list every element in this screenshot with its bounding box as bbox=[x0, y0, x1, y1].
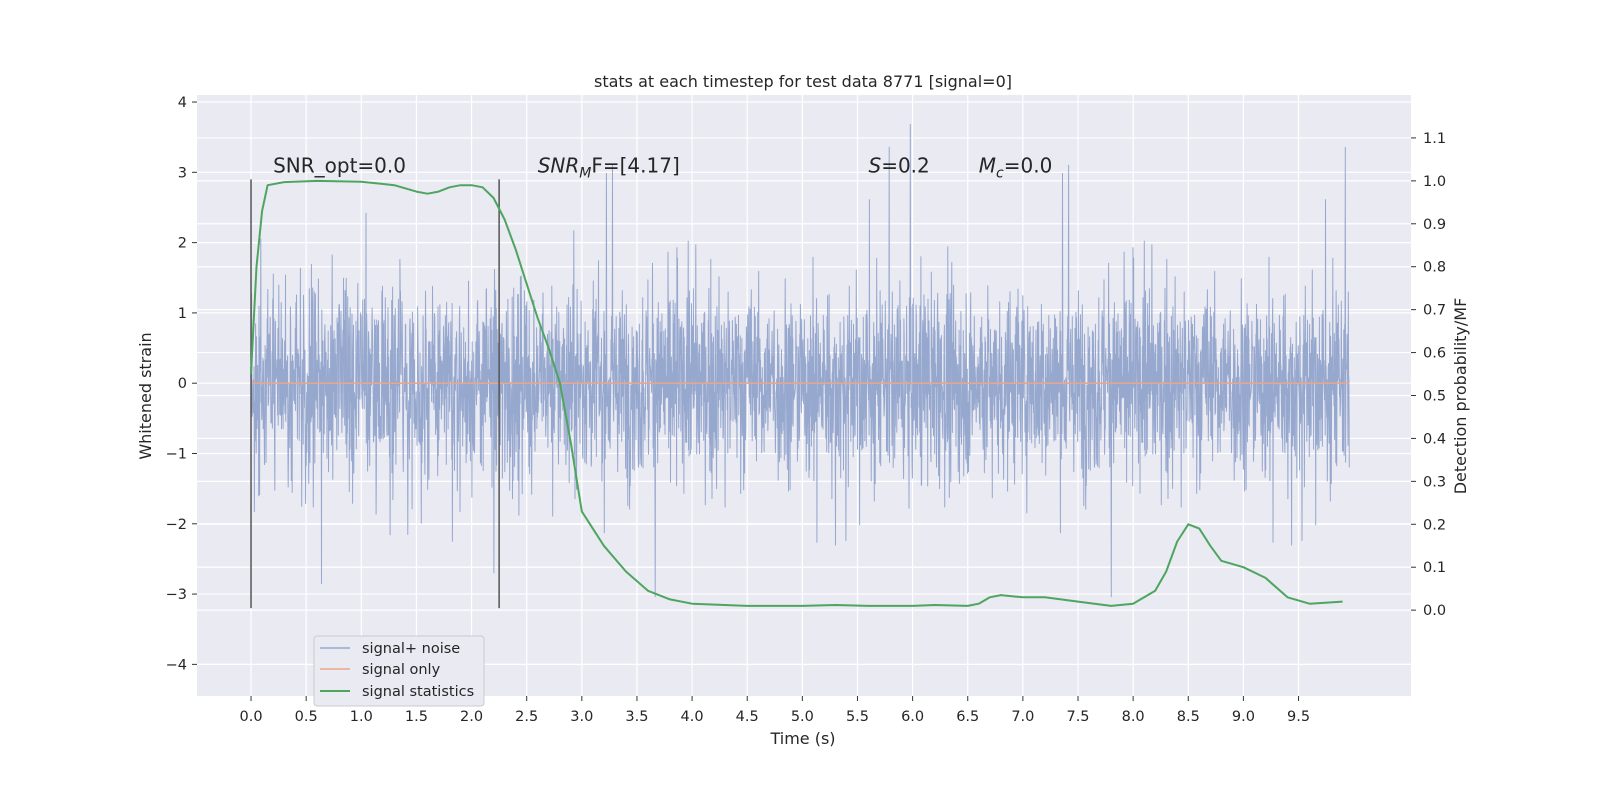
y-tick-label: −4 bbox=[166, 657, 187, 673]
legend-label-noise: signal+ noise bbox=[362, 641, 460, 657]
y-tick-label: 1 bbox=[178, 306, 187, 322]
noise-trace bbox=[250, 123, 1350, 598]
x-tick-label: 8.5 bbox=[1177, 709, 1200, 725]
y-tick-label: −3 bbox=[166, 587, 187, 603]
x-axis-ticks: 0.0 0.5 1.0 1.5 2.0 2.5 3.0 3.5 4.0 4.5 5.0 5.5 6.0 6… bbox=[239, 696, 1310, 725]
x-tick-label: 4.0 bbox=[681, 709, 704, 725]
x-axis-label: Time (s) bbox=[769, 729, 835, 748]
signal-plus-noise-series bbox=[250, 123, 1350, 598]
y-tick-label: 4 bbox=[178, 95, 187, 111]
y-axis-ticks: −4 −3 −2 −1 0 1 2 3 4 bbox=[166, 95, 197, 673]
signal-statistics-series bbox=[250, 179, 1343, 607]
x-tick-label: 6.5 bbox=[956, 709, 979, 725]
y-axis-label: Whitened strain bbox=[136, 332, 155, 459]
y2-tick-label: 1.1 bbox=[1423, 131, 1446, 147]
y2-tick-label: 0.1 bbox=[1423, 560, 1446, 576]
x-tick-label: 3.5 bbox=[625, 709, 648, 725]
y-tick-label: 3 bbox=[178, 165, 187, 181]
annotation-text: S=0.2 bbox=[869, 153, 930, 177]
annotation-text: SNR_opt=0.0 bbox=[273, 153, 406, 177]
x-tick-label: 4.5 bbox=[736, 709, 759, 725]
x-tick-label: 3.0 bbox=[570, 709, 593, 725]
x-tick-label: 9.5 bbox=[1287, 709, 1310, 725]
x-tick-label: 5.5 bbox=[846, 709, 869, 725]
y2-tick-label: 0.6 bbox=[1423, 346, 1446, 362]
signal-statistics-line bbox=[250, 179, 1343, 607]
y2-tick-label: 0.4 bbox=[1423, 431, 1446, 447]
y-tick-label: 0 bbox=[178, 376, 187, 392]
y2-axis-label: Detection probability/MF bbox=[1451, 298, 1470, 495]
legend: signal+ noise signal only signal statist… bbox=[313, 635, 485, 707]
annotations: SNR_opt=0.0 SNRMF=[4.17] S=0.2 Mc=0.0 bbox=[273, 153, 1052, 181]
y2-tick-label: 0.2 bbox=[1423, 517, 1446, 533]
x-tick-label: 2.5 bbox=[515, 709, 538, 725]
y2-tick-label: 0.0 bbox=[1423, 603, 1446, 619]
legend-label-stat: signal statistics bbox=[362, 684, 474, 700]
annotation-text: SNRMF=[4.17] bbox=[538, 153, 680, 181]
y2-tick-label: 0.9 bbox=[1423, 217, 1446, 233]
x-tick-label: 0.5 bbox=[295, 709, 318, 725]
x-tick-label: 7.5 bbox=[1066, 709, 1089, 725]
x-tick-label: 5.0 bbox=[791, 709, 814, 725]
x-tick-label: 0.0 bbox=[239, 709, 262, 725]
y2-tick-label: 0.5 bbox=[1423, 389, 1446, 405]
x-tick-label: 2.0 bbox=[460, 709, 483, 725]
window-markers bbox=[250, 179, 500, 609]
x-tick-label: 7.0 bbox=[1011, 709, 1034, 725]
chart-title: stats at each timestep for test data 877… bbox=[594, 72, 1012, 91]
x-tick-label: 9.0 bbox=[1232, 709, 1255, 725]
annotation-text: Mc=0.0 bbox=[979, 153, 1053, 181]
y2-tick-label: 1.0 bbox=[1423, 174, 1446, 190]
y2-axis-ticks: 0.0 0.1 0.2 0.3 0.4 0.5 0.6 0.7 0.8 0.9 1.0 1.1 bbox=[1411, 131, 1446, 619]
y-tick-label: −1 bbox=[166, 446, 187, 462]
y-tick-label: −2 bbox=[166, 517, 187, 533]
y2-tick-label: 0.7 bbox=[1423, 303, 1446, 319]
x-tick-label: 8.0 bbox=[1122, 709, 1145, 725]
y2-tick-label: 0.3 bbox=[1423, 474, 1446, 490]
legend-label-signal: signal only bbox=[362, 662, 441, 678]
legend-box bbox=[313, 635, 485, 707]
y-tick-label: 2 bbox=[178, 236, 187, 252]
x-tick-label: 6.0 bbox=[901, 709, 924, 725]
x-tick-label: 1.5 bbox=[405, 709, 428, 725]
y2-tick-label: 0.8 bbox=[1423, 260, 1446, 276]
x-tick-label: 1.0 bbox=[350, 709, 373, 725]
